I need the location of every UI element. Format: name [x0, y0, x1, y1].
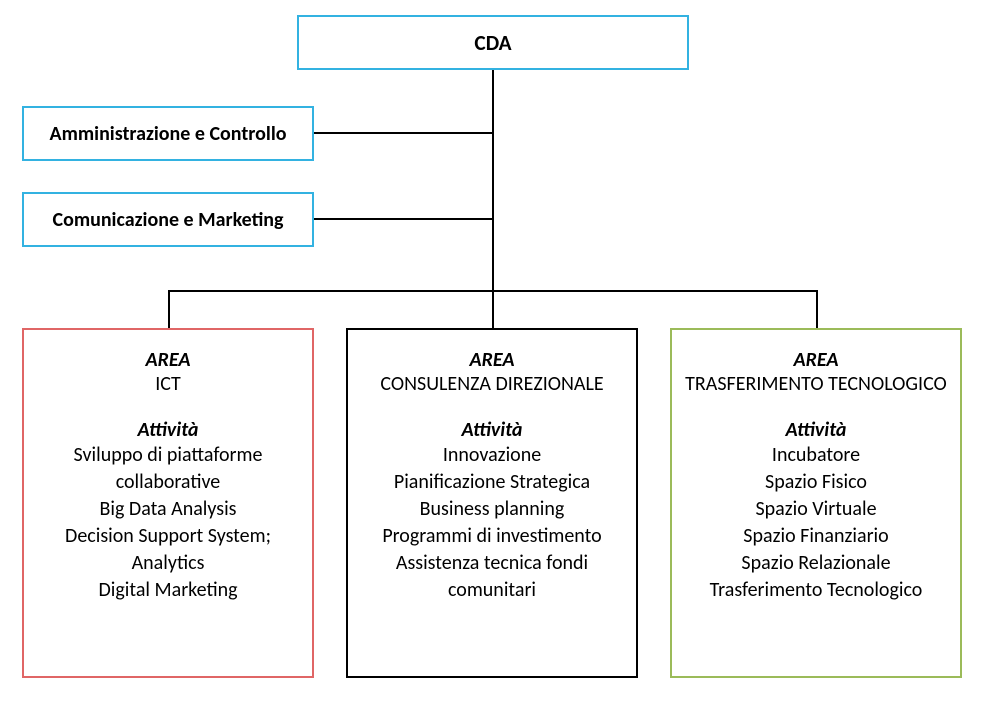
- staff-node: Amministrazione e Controllo: [22, 106, 314, 161]
- area-node-ict: AREA ICT Attività Sviluppo di piattaform…: [22, 328, 314, 678]
- activities-list: Sviluppo di piattaforme collaborativeBig…: [34, 442, 302, 604]
- activity-item: Incubatore: [710, 442, 923, 469]
- staff-node: Comunicazione e Marketing: [22, 192, 314, 247]
- org-top-label: CDA: [474, 30, 511, 56]
- activity-item: Assistenza tecnica fondi comunitari: [358, 550, 626, 604]
- area-subtitle: CONSULENZA DIREZIONALE: [380, 372, 603, 396]
- staff-label: Amministrazione e Controllo: [50, 122, 287, 146]
- area-node-consulenza: AREA CONSULENZA DIREZIONALE Attività Inn…: [346, 328, 638, 678]
- activities-header: Attività: [786, 418, 847, 442]
- connector-line: [816, 290, 818, 328]
- area-header: AREA: [145, 348, 190, 372]
- activities-header: Attività: [462, 418, 523, 442]
- activity-item: Sviluppo di piattaforme collaborative: [34, 442, 302, 496]
- activities-list: IncubatoreSpazio FisicoSpazio VirtualeSp…: [710, 442, 923, 604]
- org-top-node: CDA: [297, 15, 689, 70]
- area-node-trasferimento: AREA TRASFERIMENTO TECNOLOGICO Attività …: [670, 328, 962, 678]
- activity-item: Pianificazione Strategica: [358, 469, 626, 496]
- staff-label: Comunicazione e Marketing: [52, 208, 283, 232]
- activity-item: Spazio Virtuale: [710, 496, 923, 523]
- activity-item: Spazio Relazionale: [710, 550, 923, 577]
- activities-header: Attività: [138, 418, 199, 442]
- activities-list: InnovazionePianificazione StrategicaBusi…: [358, 442, 626, 604]
- activity-item: Decision Support System; Analytics: [34, 523, 302, 577]
- area-subtitle: ICT: [155, 372, 181, 396]
- connector-line: [168, 290, 170, 328]
- activity-item: Spazio Finanziario: [710, 523, 923, 550]
- area-header: AREA: [793, 348, 838, 372]
- activity-item: Spazio Fisico: [710, 469, 923, 496]
- activity-item: Business planning: [358, 496, 626, 523]
- activity-item: Big Data Analysis: [34, 496, 302, 523]
- area-header: AREA: [469, 348, 514, 372]
- activity-item: Digital Marketing: [34, 577, 302, 604]
- connector-line: [314, 132, 492, 134]
- activity-item: Innovazione: [358, 442, 626, 469]
- activity-item: Programmi di investimento: [358, 523, 626, 550]
- area-subtitle: TRASFERIMENTO TECNOLOGICO: [685, 372, 947, 396]
- connector-line: [492, 290, 494, 328]
- activity-item: Trasferimento Tecnologico: [710, 577, 923, 604]
- connector-line: [492, 70, 494, 290]
- connector-line: [314, 218, 492, 220]
